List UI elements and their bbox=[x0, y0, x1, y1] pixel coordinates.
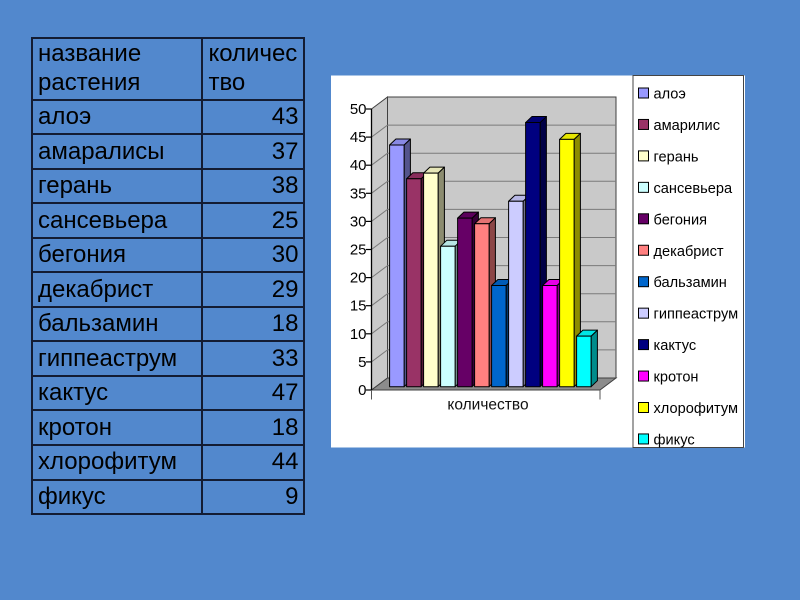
svg-text:сансевьера: сансевьера bbox=[654, 181, 733, 197]
svg-text:35: 35 bbox=[350, 185, 367, 202]
svg-text:20: 20 bbox=[350, 270, 367, 287]
svg-text:30: 30 bbox=[350, 213, 367, 230]
svg-text:амарилис: амарилис bbox=[654, 118, 721, 134]
svg-text:50: 50 bbox=[350, 101, 367, 118]
svg-text:15: 15 bbox=[350, 298, 367, 315]
svg-text:бегония: бегония bbox=[654, 212, 708, 228]
svg-text:герань: герань bbox=[654, 149, 699, 165]
svg-text:фикус: фикус bbox=[654, 432, 695, 448]
svg-text:гиппеаструм: гиппеаструм bbox=[654, 307, 739, 323]
svg-text:количество: количество bbox=[447, 397, 528, 414]
svg-text:5: 5 bbox=[358, 354, 366, 371]
svg-text:алоэ: алоэ bbox=[654, 87, 686, 103]
svg-text:хлорофитум: хлорофитум bbox=[654, 401, 739, 417]
svg-text:0: 0 bbox=[358, 382, 366, 399]
svg-text:45: 45 bbox=[350, 129, 367, 146]
svg-text:бальзамин: бальзамин bbox=[654, 275, 727, 291]
svg-text:10: 10 bbox=[350, 326, 367, 343]
svg-text:25: 25 bbox=[350, 242, 367, 259]
svg-text:декабрист: декабрист bbox=[654, 244, 724, 260]
svg-text:кротон: кротон bbox=[654, 370, 699, 386]
svg-text:кактус: кактус bbox=[654, 338, 697, 354]
svg-text:40: 40 bbox=[350, 157, 367, 174]
